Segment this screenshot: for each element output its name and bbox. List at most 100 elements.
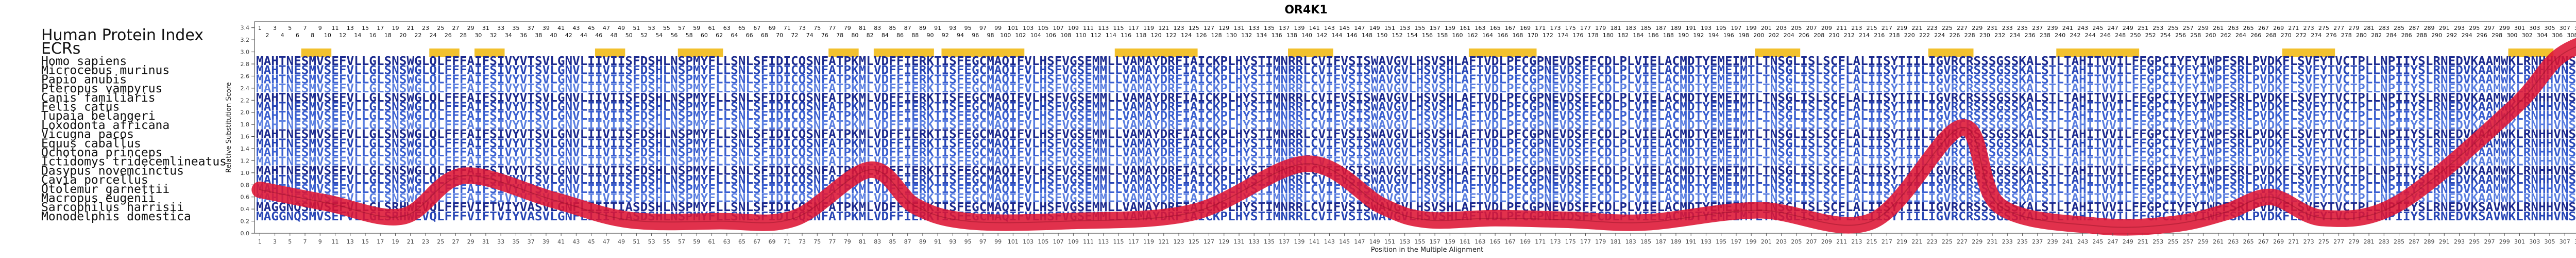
x-tick-label: 19	[392, 238, 399, 245]
human-index-number: 24	[430, 32, 437, 39]
x-tick-label: 69	[769, 238, 776, 245]
human-index-number: 15	[362, 25, 369, 31]
x-tick-label: 307	[2560, 238, 2570, 245]
human-index-number: 50	[625, 32, 633, 39]
human-index-number: 308	[2567, 32, 2576, 39]
human-index-number: 274	[2311, 32, 2321, 39]
human-index-number: 195	[1716, 25, 1726, 31]
human-index-number: 262	[2221, 32, 2231, 39]
human-index-number: 216	[1874, 32, 1885, 39]
sequence-row: MAHTNESMVSEFVLLGLSNSWGLQLFFFAIFSIVYVTSVL…	[256, 119, 2576, 132]
human-index-number: 204	[1784, 32, 1794, 39]
x-tick-label: 257	[2183, 238, 2194, 245]
x-tick-label: 305	[2544, 238, 2555, 245]
x-tick-label: 175	[1565, 238, 1576, 245]
human-index-number: 183	[1625, 25, 1636, 31]
sequence-row: MAHTNESMVSEFVLLGLSNSWGLQLFFFAIFSIVYVTSVL…	[256, 155, 2576, 169]
human-index-number: 6	[296, 32, 299, 39]
human-index-number: 58	[686, 32, 693, 39]
x-tick-label: 181	[1611, 238, 1621, 245]
human-index-number: 57	[678, 25, 685, 31]
human-index-number: 271	[2288, 25, 2299, 31]
human-index-number: 182	[1618, 32, 1629, 39]
human-index-number: 276	[2326, 32, 2336, 39]
x-tick-label: 163	[1475, 238, 1485, 245]
x-tick-label: 235	[2017, 238, 2028, 245]
human-index-number: 189	[1670, 25, 1681, 31]
human-index-number: 164	[1482, 32, 1493, 39]
human-index-number: 85	[889, 25, 896, 31]
y-tick-label: 1.8	[241, 121, 250, 128]
human-index-number: 180	[1603, 32, 1614, 39]
x-tick-label: 263	[2228, 238, 2239, 245]
human-index-number: 68	[761, 32, 768, 39]
human-index-number: 208	[1814, 32, 1824, 39]
x-tick-label: 57	[678, 238, 685, 245]
species-label: Pteropus vampyrus	[41, 82, 162, 95]
human-index-number: 165	[1490, 25, 1501, 31]
x-tick-label: 249	[2123, 238, 2133, 245]
x-tick-label: 285	[2394, 238, 2404, 245]
human-index-number: 29	[467, 25, 474, 31]
human-index-number: 254	[2160, 32, 2171, 39]
human-index-number: 307	[2560, 25, 2570, 31]
y-axis: 0.0 0.2 0.4 0.6 0.8 1.0 1.2 1.4 1.6 1.8 2.0 2.2 2.4 2…	[241, 25, 255, 237]
human-index-number: 294	[2462, 32, 2472, 39]
human-index-number: 238	[2040, 32, 2050, 39]
x-tick-label: 241	[2062, 238, 2073, 245]
human-index-number: 303	[2529, 25, 2540, 31]
human-index-number: 163	[1475, 25, 1485, 31]
x-tick-label: 13	[347, 238, 354, 245]
x-tick-label: 125	[1189, 238, 1199, 245]
human-index-number: 200	[1753, 32, 1764, 39]
human-index-number: 240	[2055, 32, 2065, 39]
human-index-number: 293	[2454, 25, 2465, 31]
x-tick-label: 297	[2484, 238, 2495, 245]
x-tick-label: 215	[1867, 238, 1877, 245]
x-tick-label: 83	[874, 238, 881, 245]
x-axis: 1 3 5 7 9 11 13 15 17 19 21 23 25 27 29 31 33 35 37 39 41 43 4…	[258, 233, 2576, 245]
human-index-number: 152	[1392, 32, 1403, 39]
sequence-row: MAHTNESMVSEFVLLGLSNSWGLQLFFFAIFSIVYVTSVL…	[256, 109, 2576, 123]
human-index-number: 249	[2123, 25, 2133, 31]
human-index-number: 64	[731, 32, 738, 39]
human-index-number: 60	[701, 32, 708, 39]
human-index-number: 259	[2198, 25, 2209, 31]
human-index-number: 226	[1949, 32, 1960, 39]
human-index-number: 172	[1543, 32, 1553, 39]
x-tick-label: 287	[2409, 238, 2419, 245]
human-index-number: 192	[1693, 32, 1704, 39]
x-tick-label: 77	[828, 238, 836, 245]
human-index-number: 212	[1844, 32, 1855, 39]
human-index-number: 156	[1422, 32, 1433, 39]
x-tick-label: 59	[693, 238, 700, 245]
human-index-number: 194	[1708, 32, 1719, 39]
x-tick-label: 185	[1640, 238, 1651, 245]
human-index-number: 23	[422, 25, 429, 31]
human-index-number: 51	[633, 25, 640, 31]
x-tick-label: 135	[1264, 238, 1275, 245]
human-index-number: 209	[1821, 25, 1832, 31]
x-tick-label: 279	[2348, 238, 2359, 245]
human-index-number: 181	[1611, 25, 1621, 31]
row-labels: Human Protein Index ECRs	[41, 26, 204, 58]
x-tick-label: 231	[1987, 238, 1998, 245]
plot-area-frame	[254, 21, 2576, 234]
x-tick-label: 193	[1701, 238, 1711, 245]
human-index-number: 272	[2296, 32, 2307, 39]
x-tick-label: 253	[2153, 238, 2163, 245]
human-index-number: 235	[2017, 25, 2028, 31]
human-index-number: 243	[2077, 25, 2088, 31]
chart-title: OR4K1	[1284, 4, 1327, 17]
human-index-number: 256	[2175, 32, 2186, 39]
human-index-number: 77	[828, 25, 836, 31]
human-index-number: 232	[1994, 32, 2005, 39]
human-index-number: 98	[987, 32, 994, 39]
y-tick-label: 0.8	[241, 182, 250, 188]
human-index-number: 110	[1075, 32, 1086, 39]
human-index-number: 43	[572, 25, 580, 31]
x-tick-label: 239	[2047, 238, 2058, 245]
x-tick-label: 149	[1369, 238, 1380, 245]
human-index-number: 104	[1030, 32, 1041, 39]
